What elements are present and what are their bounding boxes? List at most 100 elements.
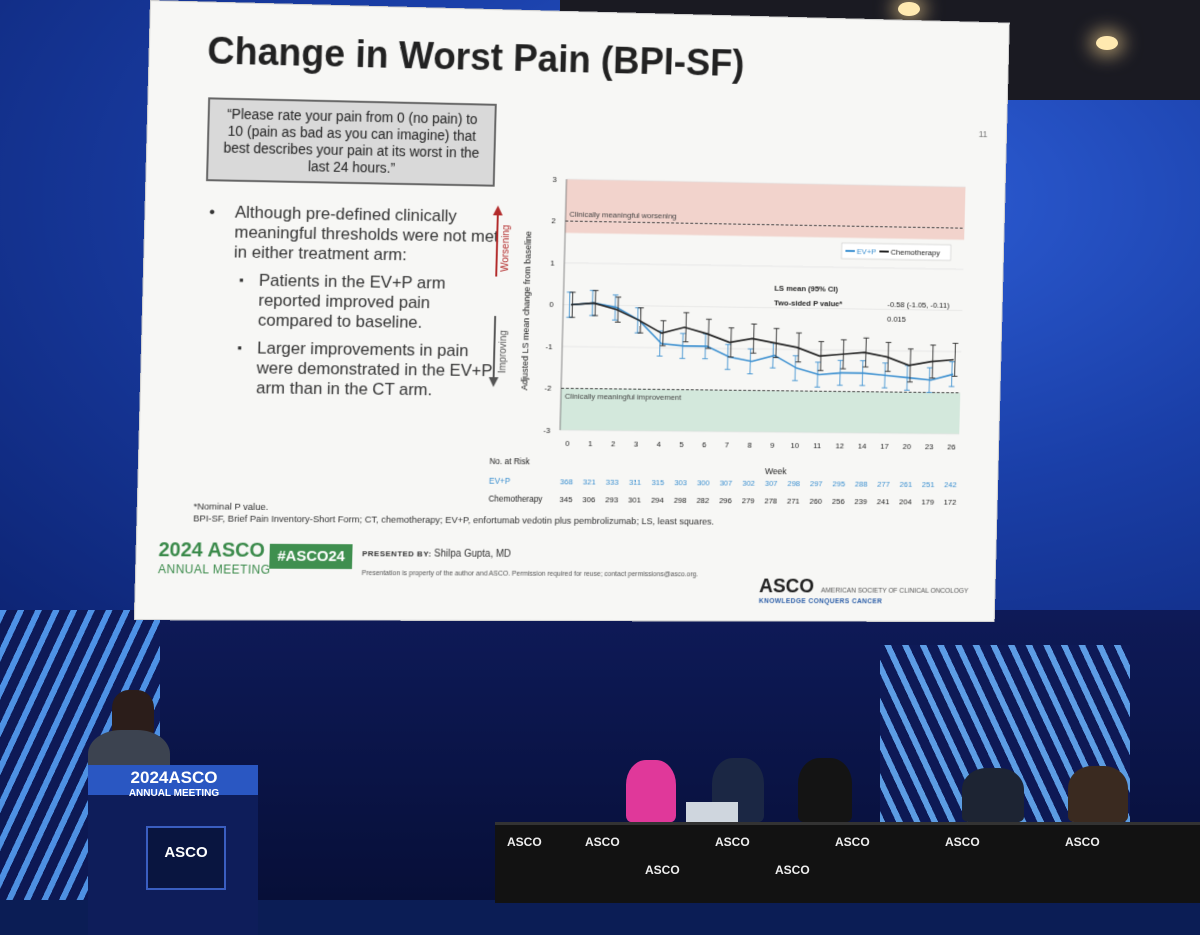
error-bar bbox=[708, 319, 709, 348]
error-bar bbox=[660, 331, 661, 356]
ceiling-light bbox=[898, 2, 920, 16]
risk-count: 239 bbox=[854, 497, 867, 506]
chart-legend: EV+P Chemotherapy bbox=[841, 243, 950, 260]
series-line-chemotherapy bbox=[570, 303, 955, 366]
table-asco-logo: ASCO bbox=[945, 835, 980, 849]
asco-word: ASCO bbox=[759, 576, 814, 598]
risk-count: 293 bbox=[605, 495, 619, 504]
error-bar bbox=[618, 297, 619, 322]
bullet-sub-1: Patients in the EV+P arm reported improv… bbox=[202, 270, 498, 334]
bpi-question-quote: “Please rate your pain from 0 (no pain) … bbox=[206, 97, 497, 186]
plot-area: 3210-1-2-3Clinically meaningful worsenin… bbox=[543, 175, 966, 451]
worsening-band bbox=[565, 179, 965, 240]
x-tick-label: 2 bbox=[611, 439, 616, 448]
risk-count: 241 bbox=[877, 497, 890, 506]
table-asco-logo: ASCO bbox=[835, 835, 870, 849]
risk-count: 333 bbox=[606, 478, 620, 487]
error-bar bbox=[821, 342, 822, 371]
y-axis-label: Adjusted LS mean change from baseline bbox=[519, 231, 533, 391]
risk-count: 172 bbox=[944, 498, 957, 507]
table-asco-logo: ASCO bbox=[585, 835, 620, 849]
pain-change-chart: Worsening Improving Adjusted LS mean cha… bbox=[480, 158, 976, 545]
error-bar bbox=[572, 292, 573, 317]
risk-count: 297 bbox=[810, 479, 823, 488]
pvalue-label: Two-sided P value* bbox=[774, 298, 843, 308]
error-bar bbox=[615, 295, 616, 320]
legend-chemo-label: Chemotherapy bbox=[891, 248, 940, 258]
error-bar bbox=[866, 338, 867, 367]
podium-sub: ANNUAL MEETING bbox=[94, 786, 254, 802]
error-bar bbox=[929, 368, 930, 393]
error-bar bbox=[776, 329, 777, 358]
panelist bbox=[962, 768, 1024, 822]
x-tick-label: 12 bbox=[835, 442, 844, 451]
x-tick-label: 20 bbox=[903, 442, 912, 451]
improving-arrow: Improving bbox=[489, 316, 510, 387]
footnote-abbreviations: BPI-SF, Brief Pain Inventory-Short Form;… bbox=[193, 513, 714, 528]
y-tick-label: 2 bbox=[551, 217, 556, 226]
ceiling-light bbox=[1096, 36, 1118, 50]
table-asco-logo: ASCO bbox=[775, 863, 810, 877]
risk-count: 204 bbox=[899, 498, 912, 507]
error-bar bbox=[817, 362, 818, 387]
risk-table: No. at RiskEV+P3683213333113153033003073… bbox=[488, 456, 957, 507]
error-bar bbox=[795, 356, 796, 381]
worsening-label: Worsening bbox=[500, 225, 512, 272]
x-tick-label: 10 bbox=[790, 441, 799, 450]
x-tick-label: 3 bbox=[634, 440, 639, 449]
error-bar bbox=[888, 342, 889, 371]
risk-count: 294 bbox=[651, 496, 665, 505]
x-tick-label: 11 bbox=[813, 441, 822, 450]
y-tick-label: -3 bbox=[543, 426, 551, 435]
x-tick-label: 14 bbox=[858, 442, 867, 451]
asco-org-name: AMERICAN SOCIETY OF CLINICAL ONCOLOGY bbox=[821, 588, 969, 595]
error-bar bbox=[663, 321, 664, 346]
risk-count: 368 bbox=[560, 477, 574, 486]
table-asco-logo: ASCO bbox=[1065, 835, 1100, 849]
ls-mean-value: -0.58 (-1.05, -0.11) bbox=[887, 300, 950, 310]
improving-label: Improving bbox=[498, 330, 510, 373]
error-bar bbox=[862, 361, 863, 386]
error-bar bbox=[569, 292, 570, 317]
error-bar bbox=[885, 363, 886, 388]
x-tick-label: 0 bbox=[565, 439, 570, 448]
presenter-name: Shilpa Gupta, MD bbox=[434, 549, 511, 560]
risk-row-label: EV+P bbox=[489, 476, 511, 486]
presentation-slide: Change in Worst Pain (BPI-SF) 11 “Please… bbox=[134, 0, 1010, 622]
x-tick-label: 4 bbox=[657, 440, 662, 449]
risk-count: 301 bbox=[628, 496, 642, 505]
band-bottom-label: Clinically meaningful improvement bbox=[565, 392, 683, 402]
table-asco-logo: ASCO bbox=[507, 835, 542, 849]
y-tick-label: 1 bbox=[550, 259, 555, 268]
risk-count: 296 bbox=[719, 496, 732, 505]
slide-footer: 2024 ASCO ANNUAL MEETING #ASCO24 PRESENT… bbox=[157, 539, 979, 611]
bullet-list: Although pre-defined clinically meaningf… bbox=[200, 202, 500, 401]
risk-count: 278 bbox=[764, 497, 777, 506]
risk-count: 261 bbox=[900, 480, 913, 489]
table-asco-logo: ASCO bbox=[645, 863, 680, 877]
error-bar bbox=[686, 313, 687, 342]
risk-count: 179 bbox=[921, 498, 934, 507]
x-tick-label: 1 bbox=[588, 439, 593, 448]
risk-count: 271 bbox=[787, 497, 800, 506]
risk-count: 345 bbox=[559, 495, 573, 504]
risk-count: 295 bbox=[832, 479, 845, 488]
footnotes: *Nominal P value. BPI-SF, Brief Pain Inv… bbox=[193, 501, 715, 528]
risk-count: 277 bbox=[877, 480, 890, 489]
risk-count: 307 bbox=[765, 479, 778, 488]
risk-row-label: Chemotherapy bbox=[488, 494, 543, 504]
x-tick-label: 5 bbox=[679, 440, 684, 449]
risk-count: 306 bbox=[582, 495, 596, 504]
error-bar bbox=[955, 343, 956, 376]
panelist bbox=[1068, 766, 1128, 822]
asco-year-brand: 2024 ASCO bbox=[158, 539, 265, 561]
hashtag-badge: #ASCO24 bbox=[269, 544, 353, 569]
panelist bbox=[798, 758, 852, 822]
risk-count: 298 bbox=[787, 479, 800, 488]
risk-count: 288 bbox=[855, 480, 868, 489]
podium-logo: ASCO bbox=[146, 826, 226, 890]
y-tick-label: 0 bbox=[549, 301, 554, 310]
permission-notice: Presentation is property of the author a… bbox=[362, 570, 699, 578]
y-tick-label: -1 bbox=[546, 342, 554, 351]
risk-table-title: No. at Risk bbox=[489, 456, 530, 466]
